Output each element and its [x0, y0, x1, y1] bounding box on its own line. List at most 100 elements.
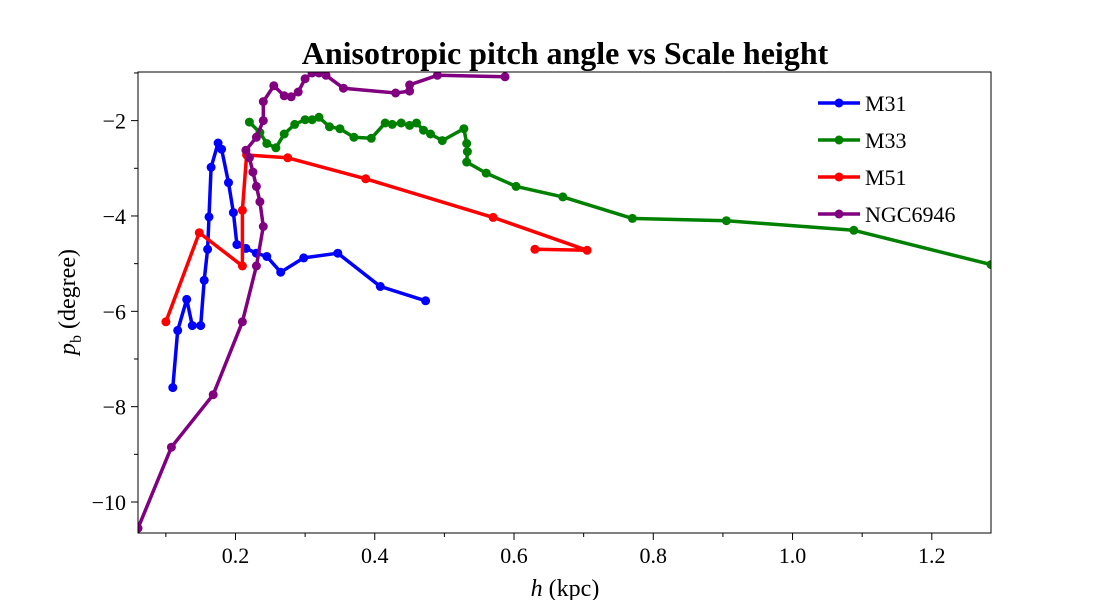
data-point: [412, 118, 421, 128]
data-point: [530, 244, 540, 254]
x-axis-label-var: h: [531, 576, 543, 600]
data-point: [203, 244, 213, 254]
data-point: [244, 117, 254, 127]
data-point: [419, 125, 428, 135]
data-point: [258, 222, 268, 231]
legend-label: M33: [865, 128, 907, 153]
data-point: [173, 325, 183, 335]
legend-label: M31: [865, 91, 907, 116]
data-point: [307, 72, 317, 78]
data-point: [314, 112, 324, 122]
legend-marker: [834, 98, 844, 108]
data-point: [396, 118, 406, 128]
legend-item: M51: [818, 165, 907, 190]
data-point: [168, 383, 178, 393]
legend-label: NGC6946: [865, 202, 955, 227]
data-point: [262, 252, 272, 261]
data-point: [241, 145, 251, 155]
data-point: [325, 122, 334, 132]
data-point: [208, 390, 218, 400]
data-point: [338, 83, 348, 93]
data-point: [204, 212, 214, 222]
data-point: [232, 240, 242, 250]
x-tick-label: 0.4: [361, 543, 389, 568]
data-point: [237, 317, 247, 327]
legend-marker: [834, 209, 844, 219]
y-axis-label-var: p: [55, 343, 81, 357]
data-point: [138, 523, 143, 533]
data-point: [161, 317, 171, 327]
data-point: [187, 321, 197, 331]
data-point: [224, 178, 233, 188]
series-ngc6946: [138, 72, 510, 533]
data-point: [182, 294, 192, 304]
data-point: [459, 124, 469, 134]
data-point: [255, 197, 265, 207]
y-tick-label: −10: [92, 490, 126, 515]
data-point: [432, 72, 442, 80]
data-point: [500, 72, 510, 82]
data-point: [269, 81, 279, 91]
data-point: [307, 115, 317, 125]
data-point: [405, 86, 415, 96]
data-point: [283, 153, 293, 163]
data-point: [333, 248, 343, 258]
data-point: [299, 253, 309, 263]
data-point: [361, 174, 371, 184]
data-point: [258, 116, 268, 126]
data-point: [321, 72, 331, 80]
data-point: [276, 267, 286, 277]
x-tick-label: 1.2: [918, 543, 946, 568]
data-point: [721, 216, 731, 226]
data-point: [481, 168, 491, 178]
data-point: [375, 282, 385, 291]
data-point: [366, 133, 376, 143]
series-m33: [244, 112, 991, 270]
legend-item: NGC6946: [818, 202, 955, 227]
data-point: [627, 213, 637, 223]
data-point: [217, 144, 227, 154]
data-point: [300, 115, 310, 125]
x-axis: 0.2 0.4 0.6 0.8 1.0 1.2: [165, 533, 946, 568]
data-point: [405, 120, 415, 130]
data-point: [558, 192, 568, 202]
data-point: [314, 72, 324, 78]
data-point: [380, 118, 390, 128]
x-axis-label: h (kpc): [531, 576, 600, 600]
data-point: [293, 87, 303, 97]
data-point: [335, 124, 345, 134]
data-point: [286, 92, 296, 102]
y-axis-label-sub: b: [68, 335, 85, 343]
y-axis-label-unit: (degree): [55, 249, 81, 335]
plot-area: [138, 72, 991, 533]
data-point: [279, 91, 289, 101]
data-point: [258, 97, 268, 107]
data-point: [391, 88, 401, 98]
series-line: [138, 72, 507, 530]
y-axis: −10 −8 −6 −4 −2: [92, 72, 138, 515]
data-point: [290, 119, 300, 129]
legend: M31 M33 M51 NGC6946: [818, 91, 955, 227]
x-tick-label: 0.6: [500, 543, 528, 568]
legend-marker: [834, 172, 844, 182]
series-m31: [168, 138, 431, 393]
data-point: [387, 119, 397, 129]
legend-item: M33: [818, 128, 907, 153]
y-tick-label: −2: [103, 109, 126, 134]
data-point: [271, 143, 281, 153]
data-point: [237, 205, 247, 215]
data-point: [300, 74, 310, 84]
x-tick-label: 1.0: [779, 543, 807, 568]
x-axis-label-unit: (kpc): [543, 576, 600, 600]
data-point: [199, 275, 209, 285]
legend-item: M31: [818, 91, 907, 116]
data-point: [426, 129, 435, 139]
data-point: [228, 208, 238, 218]
data-point: [462, 147, 472, 157]
data-point: [196, 321, 206, 331]
data-point: [206, 162, 216, 172]
series-line: [171, 141, 428, 390]
series-layer: [138, 72, 991, 533]
data-point: [582, 245, 592, 255]
